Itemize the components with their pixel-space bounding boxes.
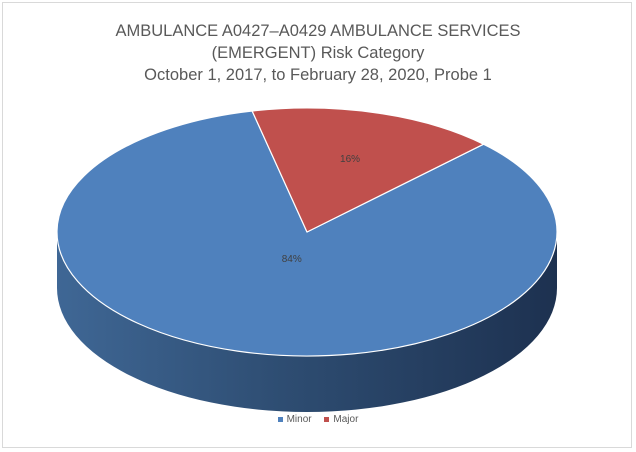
legend-label-minor: Minor [286, 414, 312, 425]
chart-title: AMBULANCE A0427–A0429 AMBULANCE SERVICES… [0, 20, 636, 86]
legend-item-minor: Minor [277, 414, 312, 425]
chart-title-line-1: AMBULANCE A0427–A0429 AMBULANCE SERVICES [115, 22, 521, 40]
pie-slice-major [251, 107, 485, 233]
pie-side-minor [57, 232, 557, 412]
pie-slices [56, 107, 558, 357]
legend: Minor Major [0, 414, 636, 425]
pie-sides [57, 232, 557, 412]
legend-swatch-minor [277, 416, 283, 422]
data-label-minor: 84% [282, 254, 302, 265]
pie-slice-minor [56, 110, 558, 357]
chart-title-line-2: (EMERGENT) Risk Category [211, 44, 425, 62]
chart-title-line-3: October 1, 2017, to February 28, 2020, P… [144, 66, 492, 84]
legend-label-major: Major [333, 414, 359, 425]
pie-data-labels: 84% 16% [282, 154, 360, 265]
legend-item-major: Major [324, 414, 358, 425]
data-label-major: 16% [340, 154, 360, 165]
legend-swatch-major [324, 416, 330, 422]
